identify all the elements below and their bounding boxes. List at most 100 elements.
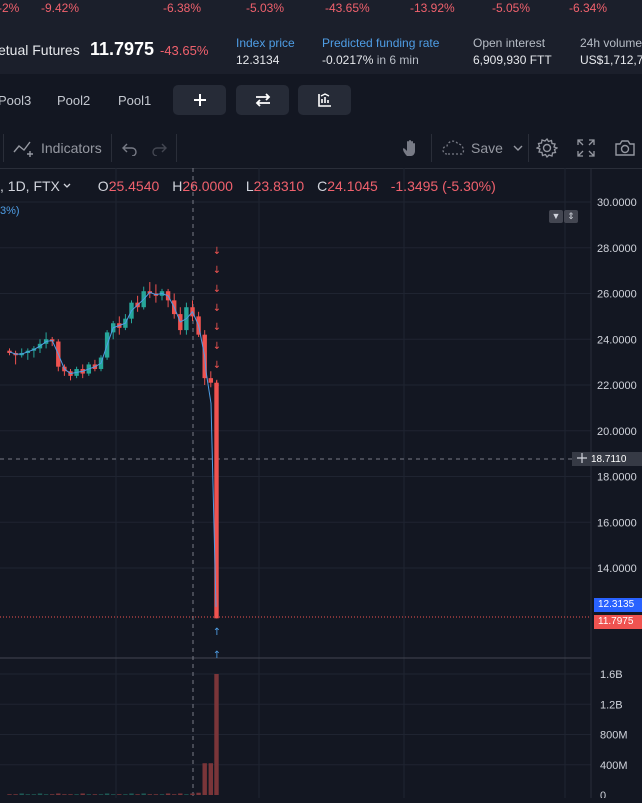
ticker-change[interactable]: -5.05% bbox=[492, 1, 531, 15]
ticker-change[interactable]: -13.92% bbox=[410, 1, 455, 15]
open-interest-label: Open interest bbox=[473, 36, 546, 50]
index-price-label[interactable]: Index price bbox=[236, 36, 295, 50]
screenshot-button[interactable] bbox=[614, 128, 636, 168]
tab-pool3[interactable]: Pool3 bbox=[0, 93, 32, 108]
hand-icon bbox=[403, 140, 415, 156]
funding-rate-stat: Predicted funding rate -0.0217% in 6 min bbox=[322, 36, 439, 67]
low-label: L bbox=[245, 178, 254, 194]
index-price-line bbox=[9, 291, 217, 607]
price-axis-label: 28.0000 bbox=[597, 243, 637, 255]
fullscreen-button[interactable] bbox=[576, 128, 596, 168]
volume-bar bbox=[123, 794, 128, 795]
funding-rate-row: -0.0217% in 6 min bbox=[322, 53, 439, 67]
swap-arrows-icon bbox=[255, 93, 270, 107]
tab-pool2[interactable]: Pool2 bbox=[57, 93, 91, 108]
volume-axis-label: 0 bbox=[600, 790, 606, 798]
volume-bar bbox=[153, 794, 159, 795]
close-value: 24.1045 bbox=[327, 178, 378, 194]
plus-icon[interactable] bbox=[576, 452, 588, 464]
collapse-down-icon[interactable]: ▼ bbox=[549, 210, 563, 223]
redo-button[interactable] bbox=[150, 128, 168, 168]
crosshair-price-value: 18.7110 bbox=[591, 454, 627, 465]
volume-bar bbox=[80, 793, 85, 795]
sell-marker: ↓ bbox=[213, 322, 221, 333]
collapse-arrows-icon[interactable]: ⇕ bbox=[564, 210, 578, 223]
sell-marker: ↓ bbox=[213, 360, 221, 371]
sell-marker: ↓ bbox=[213, 265, 221, 276]
funding-rate-value: -0.0217% bbox=[322, 53, 374, 67]
ticker-strip: -2% -9.42% -6.38% -5.03% -43.65% -13.92%… bbox=[0, 0, 642, 18]
chart-canvas[interactable]: ↓ ↓ ↓ ↓ ↓ ↓ ↓ ↓ ↑ ↑ 30.0000 28.0000 26.0000 24.0000 2… bbox=[0, 168, 642, 802]
open-interest-stat: Open interest 6,909,930 FTT bbox=[473, 36, 552, 67]
volume-bar bbox=[25, 794, 30, 795]
open-value: 25.4540 bbox=[108, 178, 160, 194]
volume-bar bbox=[37, 793, 43, 795]
volume-bar bbox=[7, 794, 12, 795]
volume-bar bbox=[208, 763, 213, 795]
volume-bar bbox=[13, 794, 18, 795]
price-chart[interactable]: ↓ ↓ ↓ ↓ ↓ ↓ ↓ ↓ ↑ ↑ 30.0000 28.0000 26.0000 24.0000 2… bbox=[0, 168, 642, 802]
volume-bar bbox=[165, 793, 171, 795]
price-axis-label: 14.0000 bbox=[597, 563, 637, 575]
toolbar-divider bbox=[176, 134, 177, 162]
volume-bar bbox=[98, 794, 104, 795]
swap-button[interactable] bbox=[236, 85, 289, 115]
pool-chart-button[interactable] bbox=[298, 85, 351, 115]
save-button[interactable]: Save bbox=[441, 128, 525, 168]
price-axis-label: 16.0000 bbox=[597, 517, 637, 529]
volume-bar bbox=[43, 794, 49, 795]
gear-icon bbox=[536, 137, 558, 159]
buy-marker: ↑ bbox=[213, 650, 221, 661]
funding-rate-label[interactable]: Predicted funding rate bbox=[322, 36, 440, 50]
volume-bar bbox=[129, 793, 134, 795]
last-price-tag: 11.7975 bbox=[594, 615, 642, 629]
chevron-down-icon bbox=[513, 145, 523, 151]
volume-axis-label: 400M bbox=[600, 760, 628, 772]
ticker-change[interactable]: -6.34% bbox=[569, 1, 608, 15]
volume-bar bbox=[159, 794, 165, 795]
volume-bar bbox=[141, 793, 146, 795]
volume-bar bbox=[196, 792, 201, 795]
index-price-tag: 12.3135 bbox=[594, 598, 642, 612]
candle-body bbox=[7, 350, 12, 353]
price-axis-label: 26.0000 bbox=[597, 289, 637, 301]
ticker-change[interactable]: -6.38% bbox=[163, 1, 202, 15]
price-axis-label: 22.0000 bbox=[597, 380, 637, 392]
add-pool-button[interactable] bbox=[173, 85, 226, 115]
market-name[interactable]: etual Futures bbox=[0, 42, 80, 58]
volume-bar bbox=[62, 794, 67, 795]
volume-bar bbox=[68, 794, 73, 795]
volume-bar bbox=[135, 794, 140, 795]
ticker-change[interactable]: -2% bbox=[0, 1, 20, 15]
price-axis-label: 24.0000 bbox=[597, 334, 637, 346]
symbol-label[interactable]: , 1D, FTX bbox=[0, 178, 60, 194]
volume-bar bbox=[178, 793, 183, 795]
tab-pool1[interactable]: Pool1 bbox=[118, 93, 152, 108]
undo-button[interactable] bbox=[121, 128, 139, 168]
volume-24h-value: US$1,712,7 bbox=[580, 53, 642, 67]
volume-bar bbox=[19, 793, 24, 795]
volume-axis-label: 1.2B bbox=[600, 699, 623, 711]
volume-bar bbox=[202, 763, 207, 795]
ticker-change[interactable]: -5.03% bbox=[246, 1, 285, 15]
crosshair-price-tag: 18.7110 bbox=[572, 452, 642, 466]
volume-bar bbox=[190, 793, 195, 795]
market-price: 11.7975 bbox=[90, 39, 155, 59]
sell-marker: ↓ bbox=[213, 379, 221, 390]
pool-tabs: Pool3 Pool2 Pool1 bbox=[0, 74, 642, 128]
market-header: etual Futures 11.7975 -43.65% Index pric… bbox=[0, 18, 642, 74]
ticker-change[interactable]: -43.65% bbox=[325, 1, 370, 15]
open-interest-value: 6,909,930 FTT bbox=[473, 53, 552, 67]
price-axis-label: 18.0000 bbox=[597, 472, 637, 484]
cloud-icon bbox=[442, 140, 465, 155]
change-value: -1.3495 (-5.30%) bbox=[390, 178, 496, 194]
settings-button[interactable] bbox=[536, 128, 558, 168]
volume-24h-stat: 24h volume US$1,712,7 bbox=[580, 36, 642, 67]
hand-tool-button[interactable] bbox=[401, 128, 421, 168]
sell-marker: ↓ bbox=[213, 284, 221, 295]
close-label: C bbox=[317, 178, 328, 194]
indicators-button[interactable]: Indicators bbox=[13, 128, 102, 168]
volume-bar bbox=[56, 793, 61, 795]
ticker-change[interactable]: -9.42% bbox=[41, 1, 80, 15]
market-change: -43.65% bbox=[160, 43, 209, 58]
